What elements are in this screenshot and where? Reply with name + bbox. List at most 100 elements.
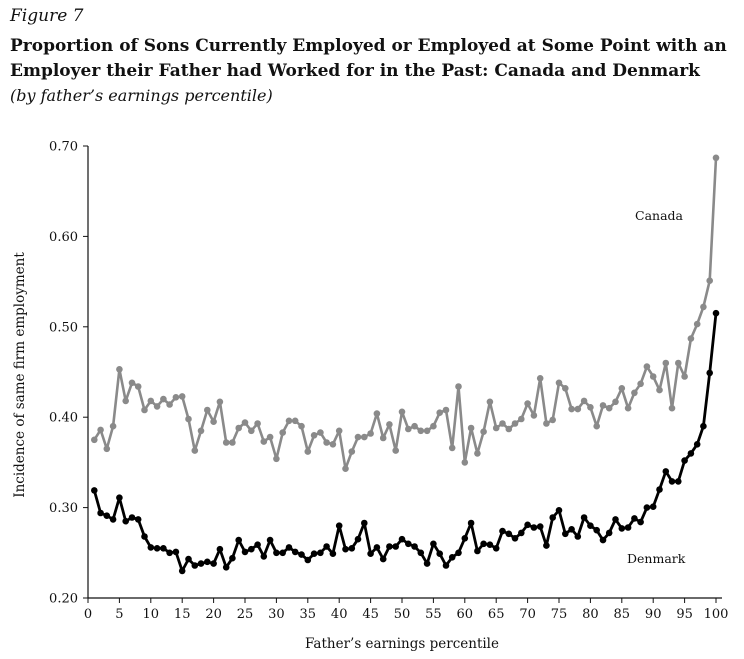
data-point-canada xyxy=(279,429,287,436)
chart-axes: 0.20 0.30 0.40 0.50 0.60 0.70 0 5 10 15 20 25 30 35 40… xyxy=(49,140,728,623)
data-point-canada xyxy=(687,335,695,342)
data-point-denmark xyxy=(448,554,456,561)
data-point-denmark xyxy=(172,548,180,556)
data-point-denmark xyxy=(229,554,236,562)
data-point-canada xyxy=(637,380,644,388)
data-point-canada xyxy=(549,416,556,424)
data-point-denmark xyxy=(467,519,475,527)
data-point-canada xyxy=(91,436,98,444)
data-point-denmark xyxy=(216,545,224,553)
x-axis-title: Father’s earnings percentile xyxy=(305,636,499,652)
data-point-denmark xyxy=(392,543,400,550)
data-point-denmark xyxy=(455,549,462,557)
x-tick-label: 100 xyxy=(704,607,729,622)
data-point-denmark xyxy=(511,535,519,542)
data-point-canada xyxy=(499,420,506,427)
data-point-canada xyxy=(379,434,387,442)
x-tick-label: 65 xyxy=(488,607,505,622)
data-point-canada xyxy=(185,415,192,423)
data-point-canada xyxy=(310,432,318,439)
data-point-canada xyxy=(329,441,337,448)
data-point-canada xyxy=(222,439,230,446)
data-point-canada xyxy=(624,404,632,412)
data-point-canada xyxy=(103,445,111,453)
x-tick-label: 5 xyxy=(115,607,123,622)
data-point-denmark xyxy=(342,545,349,553)
data-point-canada xyxy=(128,379,136,387)
y-tick-label: 0.20 xyxy=(49,592,78,607)
data-point-canada xyxy=(430,422,437,430)
data-point-denmark xyxy=(204,558,211,566)
x-tick-label: 30 xyxy=(268,607,285,622)
data-point-canada xyxy=(367,430,374,437)
data-point-canada xyxy=(612,398,619,406)
data-point-canada xyxy=(210,418,217,426)
data-point-denmark xyxy=(593,526,600,534)
data-point-denmark xyxy=(555,507,563,514)
y-tick-label: 0.40 xyxy=(49,411,78,426)
data-point-canada xyxy=(474,450,481,457)
data-point-denmark xyxy=(543,542,550,549)
data-point-canada xyxy=(298,422,305,430)
data-point-denmark xyxy=(128,514,136,521)
data-point-canada xyxy=(518,415,525,423)
data-point-denmark xyxy=(505,530,513,538)
data-point-denmark xyxy=(329,550,337,557)
series-label-denmark: Denmark xyxy=(627,551,686,566)
data-point-denmark xyxy=(618,525,626,532)
data-point-canada xyxy=(398,408,406,416)
data-point-denmark xyxy=(712,309,720,317)
data-point-canada xyxy=(191,447,199,454)
x-tick-label: 80 xyxy=(582,607,599,622)
series-label-canada: Canada xyxy=(635,208,684,223)
data-point-canada xyxy=(643,363,651,370)
data-point-denmark xyxy=(430,540,437,548)
data-point-denmark xyxy=(354,535,362,543)
data-point-denmark xyxy=(361,519,368,527)
y-tick-label: 0.70 xyxy=(49,140,78,155)
data-point-denmark xyxy=(254,541,261,548)
data-point-denmark xyxy=(279,549,287,557)
data-point-canada xyxy=(618,385,626,392)
data-point-denmark xyxy=(210,560,217,567)
data-point-denmark xyxy=(436,550,444,557)
data-point-canada xyxy=(260,438,268,445)
data-point-canada xyxy=(134,383,142,390)
data-point-denmark xyxy=(599,536,607,544)
data-point-denmark xyxy=(574,533,582,540)
data-point-canada xyxy=(543,420,550,427)
data-point-canada xyxy=(467,424,475,432)
data-point-canada xyxy=(423,427,431,435)
x-tick-label: 25 xyxy=(237,607,254,622)
data-point-canada xyxy=(172,394,180,401)
x-tick-label: 35 xyxy=(300,607,317,622)
data-point-denmark xyxy=(530,524,538,531)
data-point-denmark xyxy=(398,535,406,543)
x-tick-label: 75 xyxy=(551,607,568,622)
data-point-denmark xyxy=(166,549,173,557)
x-tick-label: 10 xyxy=(143,607,160,622)
data-point-denmark xyxy=(122,517,129,525)
data-point-canada xyxy=(455,383,462,390)
data-point-canada xyxy=(342,465,349,473)
data-point-canada xyxy=(536,375,544,382)
data-point-denmark xyxy=(323,543,330,550)
data-point-canada xyxy=(511,420,519,427)
series-line-denmark xyxy=(92,313,718,573)
data-point-canada xyxy=(229,439,236,446)
data-point-canada xyxy=(436,409,444,417)
data-point-canada xyxy=(166,401,173,408)
chart-title: Proportion of Sons Currently Employed or… xyxy=(10,36,727,81)
y-axis-title: Incidence of same firm employment xyxy=(12,252,28,498)
data-point-denmark xyxy=(492,545,500,552)
data-point-canada xyxy=(122,397,129,405)
data-point-denmark xyxy=(235,536,242,544)
data-point-canada xyxy=(266,433,274,441)
data-point-denmark xyxy=(687,450,695,457)
data-point-canada xyxy=(448,444,456,452)
data-point-canada xyxy=(116,366,123,373)
x-tick-label: 55 xyxy=(425,607,442,622)
data-point-canada xyxy=(681,373,688,380)
data-point-denmark xyxy=(304,556,312,564)
